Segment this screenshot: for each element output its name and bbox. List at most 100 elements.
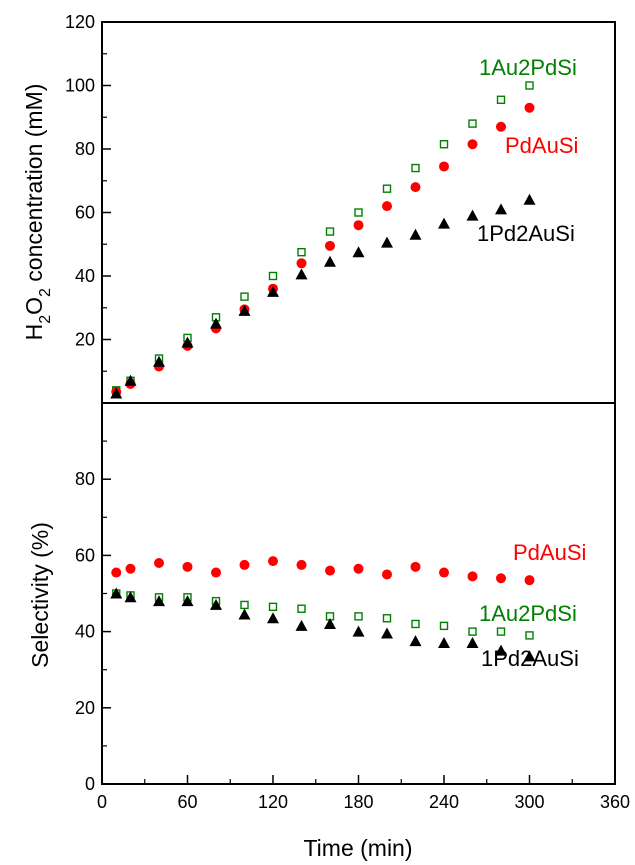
top-point-1pd2ausi: [238, 304, 251, 316]
bottom-label-1au2pdsi: 1Au2PdSi: [479, 601, 577, 626]
top-ytick-label-120: 120: [65, 12, 95, 32]
xtick-label-180: 180: [343, 792, 373, 812]
bottom-point-1au2pdsi: [354, 612, 363, 621]
top-point-pdausi: [296, 258, 307, 269]
top-point-pdausi: [325, 240, 335, 251]
top-point-1au2pdsi: [525, 81, 534, 90]
xtick-label-240: 240: [429, 792, 459, 812]
bottom-point-1au2pdsi: [297, 604, 306, 613]
bottom-point-1au2pdsi: [382, 614, 392, 623]
top-point-1au2pdsi: [411, 163, 420, 173]
bottom-point-1pd2ausi: [523, 650, 536, 662]
bottom-plot-frame: [101, 402, 616, 785]
bottom-point-1au2pdsi: [268, 602, 278, 612]
top-ytick-label-100: 100: [65, 76, 95, 96]
bottom-point-pdausi: [496, 573, 506, 584]
bottom-point-1au2pdsi: [525, 631, 534, 640]
bottom-ytick-label-80: 80: [75, 469, 95, 489]
bottom-point-1pd2ausi: [153, 595, 165, 607]
top-point-pdausi: [467, 139, 478, 150]
bottom-point-pdausi: [239, 559, 250, 570]
xtick-label-120: 120: [258, 792, 288, 812]
bottom-point-1au2pdsi: [439, 621, 449, 631]
bottom-point-pdausi: [325, 565, 335, 576]
bottom-label-pdausi: PdAuSi: [513, 540, 586, 565]
bottom-ytick-label-40: 40: [75, 622, 95, 642]
top-point-1pd2ausi: [495, 203, 507, 215]
top-point-1pd2ausi: [466, 209, 479, 221]
top-label-1au2pdsi: 1Au2PdSi: [479, 55, 577, 80]
bottom-point-1pd2ausi: [381, 627, 393, 639]
bottom-point-1pd2ausi: [495, 644, 507, 656]
xtick-label-0: 0: [97, 792, 107, 812]
bottom-point-1au2pdsi: [496, 627, 506, 636]
bottom-y-axis-title: Selectivity (%): [27, 522, 53, 668]
top-point-1pd2ausi: [153, 355, 165, 367]
bottom-ytick-label-60: 60: [75, 545, 95, 565]
top-point-1pd2ausi: [124, 374, 137, 386]
top-point-1pd2ausi: [438, 217, 450, 229]
bottom-point-pdausi: [111, 567, 122, 578]
top-panel: 20 40 60 80 100 120 H2O2 concentration (mM) 1…: [21, 12, 616, 404]
top-point-pdausi: [382, 201, 392, 212]
top-point-pdausi: [410, 182, 421, 193]
top-point-1pd2ausi: [409, 228, 422, 240]
top-point-1pd2ausi: [295, 268, 308, 280]
bottom-point-pdausi: [211, 567, 221, 578]
bottom-point-1pd2ausi: [238, 608, 251, 620]
bottom-point-1au2pdsi: [240, 600, 249, 610]
bottom-point-pdausi: [353, 563, 364, 574]
top-point-1au2pdsi: [268, 271, 278, 281]
bottom-point-1pd2ausi: [210, 598, 222, 610]
top-label-1pd2ausi: 1Pd2AuSi: [477, 221, 575, 246]
bottom-point-1pd2ausi: [324, 617, 336, 629]
top-point-1pd2ausi: [210, 317, 222, 329]
bottom-point-1au2pdsi: [468, 627, 477, 636]
top-ytick-label-40: 40: [75, 266, 95, 286]
top-point-1pd2ausi: [324, 255, 336, 267]
x-axis-title: Time (min): [303, 835, 412, 861]
bottom-point-1pd2ausi: [110, 587, 123, 599]
top-point-1pd2ausi: [352, 246, 365, 258]
bottom-point-1pd2ausi: [267, 612, 279, 624]
top-label-pdausi: PdAuSi: [505, 133, 578, 158]
xtick-label-60: 60: [177, 792, 197, 812]
bottom-point-pdausi: [410, 561, 421, 572]
top-ytick-label-60: 60: [75, 203, 95, 223]
top-point-1pd2ausi: [381, 236, 393, 248]
bottom-point-1pd2ausi: [181, 595, 194, 607]
top-point-pdausi: [524, 102, 535, 113]
top-point-pdausi: [496, 121, 506, 132]
top-point-1au2pdsi: [468, 119, 477, 128]
bottom-point-pdausi: [524, 575, 535, 586]
top-y-axis-title: H2O2 concentration (mM): [21, 84, 54, 341]
bottom-label-1pd2ausi: 1Pd2AuSi: [481, 646, 579, 671]
bottom-point-pdausi: [182, 561, 193, 572]
bottom-ytick-label-0: 0: [85, 774, 95, 794]
top-point-1pd2ausi: [110, 387, 123, 399]
bottom-point-1pd2ausi: [295, 619, 308, 631]
top-point-1au2pdsi: [382, 184, 392, 193]
xtick-label-360: 360: [600, 792, 630, 812]
bottom-point-pdausi: [154, 558, 164, 569]
top-point-1au2pdsi: [496, 95, 506, 104]
bottom-point-1pd2ausi: [466, 637, 479, 649]
top-ytick-label-20: 20: [75, 330, 95, 350]
bottom-point-1au2pdsi: [411, 619, 420, 629]
top-point-pdausi: [353, 220, 364, 231]
bottom-point-1pd2ausi: [124, 591, 137, 603]
bottom-ytick-label-20: 20: [75, 698, 95, 718]
xtick-label-300: 300: [514, 792, 544, 812]
top-point-1pd2ausi: [181, 336, 194, 348]
bottom-point-pdausi: [382, 569, 392, 580]
top-point-pdausi: [439, 161, 449, 172]
bottom-point-pdausi: [439, 567, 449, 578]
top-point-1pd2ausi: [267, 285, 279, 297]
bottom-panel: 0 20 40 60 80 0 60 120 180 240 300 360 Selectivity…: [27, 402, 630, 861]
top-point-1au2pdsi: [325, 227, 335, 236]
top-point-1au2pdsi: [297, 247, 306, 257]
bottom-point-pdausi: [125, 563, 136, 574]
top-point-1au2pdsi: [354, 208, 363, 217]
top-point-1au2pdsi: [240, 292, 249, 301]
